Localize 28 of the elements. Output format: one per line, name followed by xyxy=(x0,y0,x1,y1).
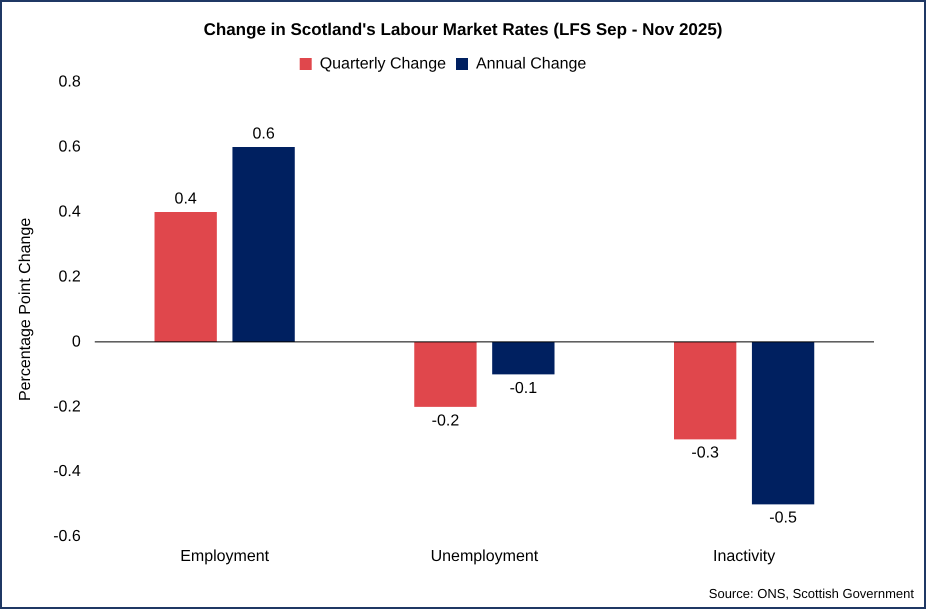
y-axis-title: Percentage Point Change xyxy=(17,218,34,402)
chart-title: Change in Scotland's Labour Market Rates (LFS Sep - Nov 2025) xyxy=(202,20,724,40)
bar xyxy=(492,342,555,374)
y-tick-label: 0 xyxy=(72,333,81,350)
y-tick-label: 0.6 xyxy=(58,138,81,156)
y-tick-label: 0.2 xyxy=(58,268,81,286)
x-tick-label: Employment xyxy=(180,548,270,565)
y-tick-label: 0.8 xyxy=(58,73,81,90)
bar xyxy=(154,212,217,342)
x-tick-label: Inactivity xyxy=(713,548,776,565)
data-label: 0.6 xyxy=(252,125,275,142)
y-tick-label: 0.4 xyxy=(58,203,81,220)
y-tick-label: -0.4 xyxy=(53,463,81,480)
data-label: 0.4 xyxy=(174,190,197,208)
source-note: Source: ONS, Scottish Government xyxy=(708,586,914,601)
data-label: -0.5 xyxy=(769,510,797,527)
legend-label: Annual Change xyxy=(476,55,586,72)
data-label: -0.2 xyxy=(432,412,460,430)
bar xyxy=(232,146,295,342)
bar xyxy=(674,342,736,440)
legend-label: Quarterly Change xyxy=(320,55,446,72)
bar xyxy=(752,342,814,504)
y-tick-label: -0.6 xyxy=(53,528,81,546)
bar xyxy=(414,342,477,407)
x-tick-label: Unemployment xyxy=(430,548,539,565)
data-label: -0.1 xyxy=(510,380,538,397)
y-tick-label: -0.2 xyxy=(53,398,81,416)
data-label: -0.3 xyxy=(691,444,720,462)
